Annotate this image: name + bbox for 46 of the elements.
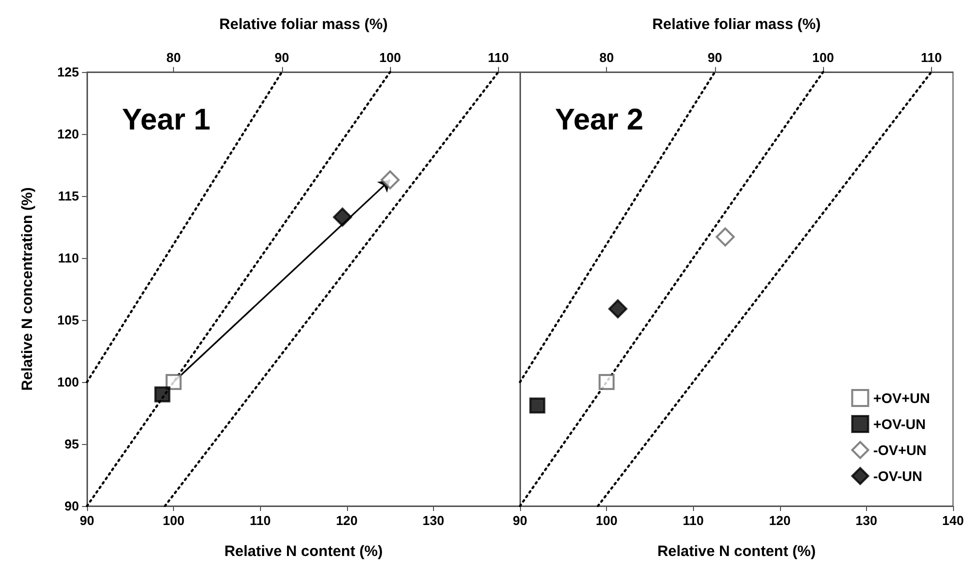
x-tick-label: 130: [856, 513, 878, 528]
y-tick-label: 115: [58, 188, 79, 204]
x-axis-title: Relative N content (%): [657, 543, 816, 560]
legend-label: -OV-UN: [873, 468, 922, 484]
x2-tick-label: 110: [920, 50, 942, 65]
y-tick-label: 90: [64, 498, 79, 514]
x2-tick-label: 110: [488, 50, 509, 65]
x2-tick-label: 100: [812, 50, 834, 65]
x2-axis-title: Relative foliar mass (%): [652, 16, 821, 33]
point: [598, 374, 615, 390]
x2-tick-label: 80: [599, 50, 614, 65]
y-axis-title: Relative N concentration (%): [19, 187, 36, 391]
legend-label: -OV+UN: [873, 442, 926, 458]
x-tick-label: 100: [596, 513, 618, 528]
x-tick-label: 110: [682, 513, 704, 528]
x2-tick-label: 100: [379, 50, 401, 65]
x-tick-label: 120: [336, 513, 358, 528]
x2-tick-label: 90: [274, 50, 290, 65]
y-tick-label: 110: [58, 250, 79, 266]
y-tick-label: 95: [64, 436, 79, 452]
point: [154, 386, 170, 402]
x-tick-label: 90: [512, 513, 528, 528]
legend-label: +OV-UN: [873, 416, 926, 432]
text: Year 2: [555, 104, 644, 136]
y-tick-label: 120: [57, 126, 79, 142]
x-tick-label: 110: [250, 513, 271, 528]
y-tick-label: 125: [57, 64, 79, 80]
x-tick-label: 140: [942, 513, 964, 528]
y-tick-label: 100: [57, 374, 79, 390]
point: [166, 374, 182, 390]
x-tick-label: 130: [422, 513, 444, 528]
x2-tick-label: 90: [708, 50, 722, 65]
x-axis-title: Relative N content (%): [224, 543, 383, 560]
x2-tick-label: 80: [166, 50, 181, 65]
x-tick-label: 100: [162, 513, 184, 528]
x2-axis-title: Relative foliar mass (%): [219, 16, 388, 33]
x-tick-label: 90: [80, 513, 94, 528]
x-tick-label: 120: [768, 513, 791, 528]
point: [529, 398, 546, 414]
legend-label: +OV+UN: [873, 390, 930, 406]
text: Year 1: [122, 104, 210, 136]
point: [332, 208, 352, 227]
point: [380, 170, 400, 190]
y-tick-label: 105: [57, 312, 79, 328]
point: [608, 299, 628, 318]
point: [716, 227, 735, 246]
